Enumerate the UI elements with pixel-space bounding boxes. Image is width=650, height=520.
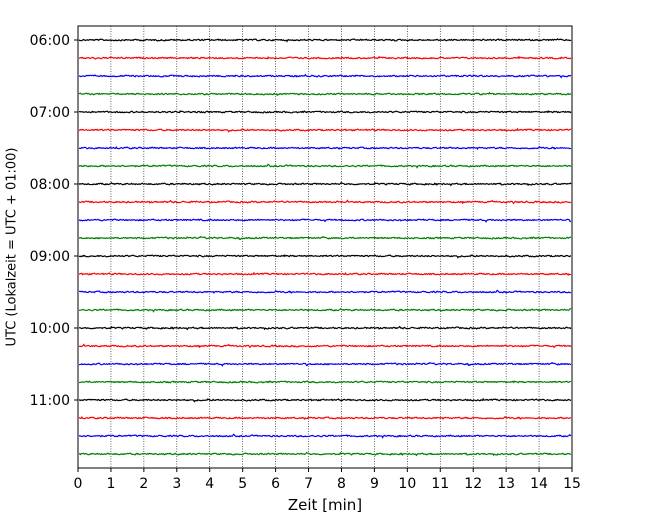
x-tick-label: 5: [238, 476, 247, 492]
trace-0600: [78, 37, 572, 43]
x-tick-label: 0: [74, 476, 83, 492]
x-tick-label: 3: [172, 476, 181, 492]
trace-0845: [78, 235, 572, 241]
x-tick-label: 15: [563, 476, 581, 492]
y-tick-label: 07:00: [30, 105, 70, 121]
y-axis-label: UTC (Lokalzeit = UTC + 01:00): [5, 148, 20, 347]
trace-1100: [78, 397, 572, 403]
y-tick-label: 06:00: [30, 33, 70, 49]
trace-0715: [78, 127, 572, 133]
trace-1145: [78, 451, 572, 457]
x-axis-ticks: 0 1 2 3 4 5 6 7 8 9 10 11 12 13 14 15: [74, 468, 581, 492]
trace-0900: [78, 254, 572, 259]
trace-0700: [78, 109, 572, 114]
trace-0645: [78, 91, 572, 97]
y-tick-label: 11:00: [30, 393, 70, 409]
x-tick-label: 9: [370, 476, 379, 492]
grid-lines: [110, 26, 540, 468]
trace-0815: [78, 199, 572, 205]
trace-0830: [78, 218, 572, 223]
trace-0800: [78, 181, 572, 187]
x-tick-label: 1: [106, 476, 115, 492]
plot-frame: [77, 25, 573, 469]
trace-0745: [78, 163, 572, 169]
x-tick-label: 2: [139, 476, 148, 492]
x-tick-label: 4: [205, 476, 214, 492]
x-tick-label: 12: [464, 476, 482, 492]
x-tick-label: 10: [398, 476, 416, 492]
x-tick-label: 11: [431, 476, 449, 492]
trace-1000: [78, 325, 572, 331]
x-axis-label: Zeit [min]: [288, 496, 362, 514]
trace-0630: [78, 73, 572, 79]
x-tick-label: 8: [337, 476, 346, 492]
y-tick-label: 08:00: [30, 177, 70, 193]
y-tick-label: 10:00: [30, 321, 70, 337]
trace-1130: [78, 433, 572, 439]
x-tick-label: 7: [304, 476, 313, 492]
trace-1015: [78, 343, 572, 349]
trace-0930: [78, 289, 572, 294]
trace-1030: [78, 361, 572, 367]
x-tick-label: 14: [530, 476, 548, 492]
trace-0945: [78, 307, 572, 313]
trace-0730: [78, 145, 572, 150]
trace-group: [78, 37, 572, 457]
y-axis-ticks: 06:00 07:00 08:00 09:00 10:00 11:00: [30, 33, 78, 409]
trace-1045: [78, 380, 572, 384]
trace-1115: [78, 415, 572, 420]
x-tick-label: 13: [497, 476, 515, 492]
trace-0915: [78, 271, 572, 276]
y-tick-label: 09:00: [30, 249, 70, 265]
x-tick-label: 6: [271, 476, 280, 492]
trace-0615: [78, 55, 572, 60]
